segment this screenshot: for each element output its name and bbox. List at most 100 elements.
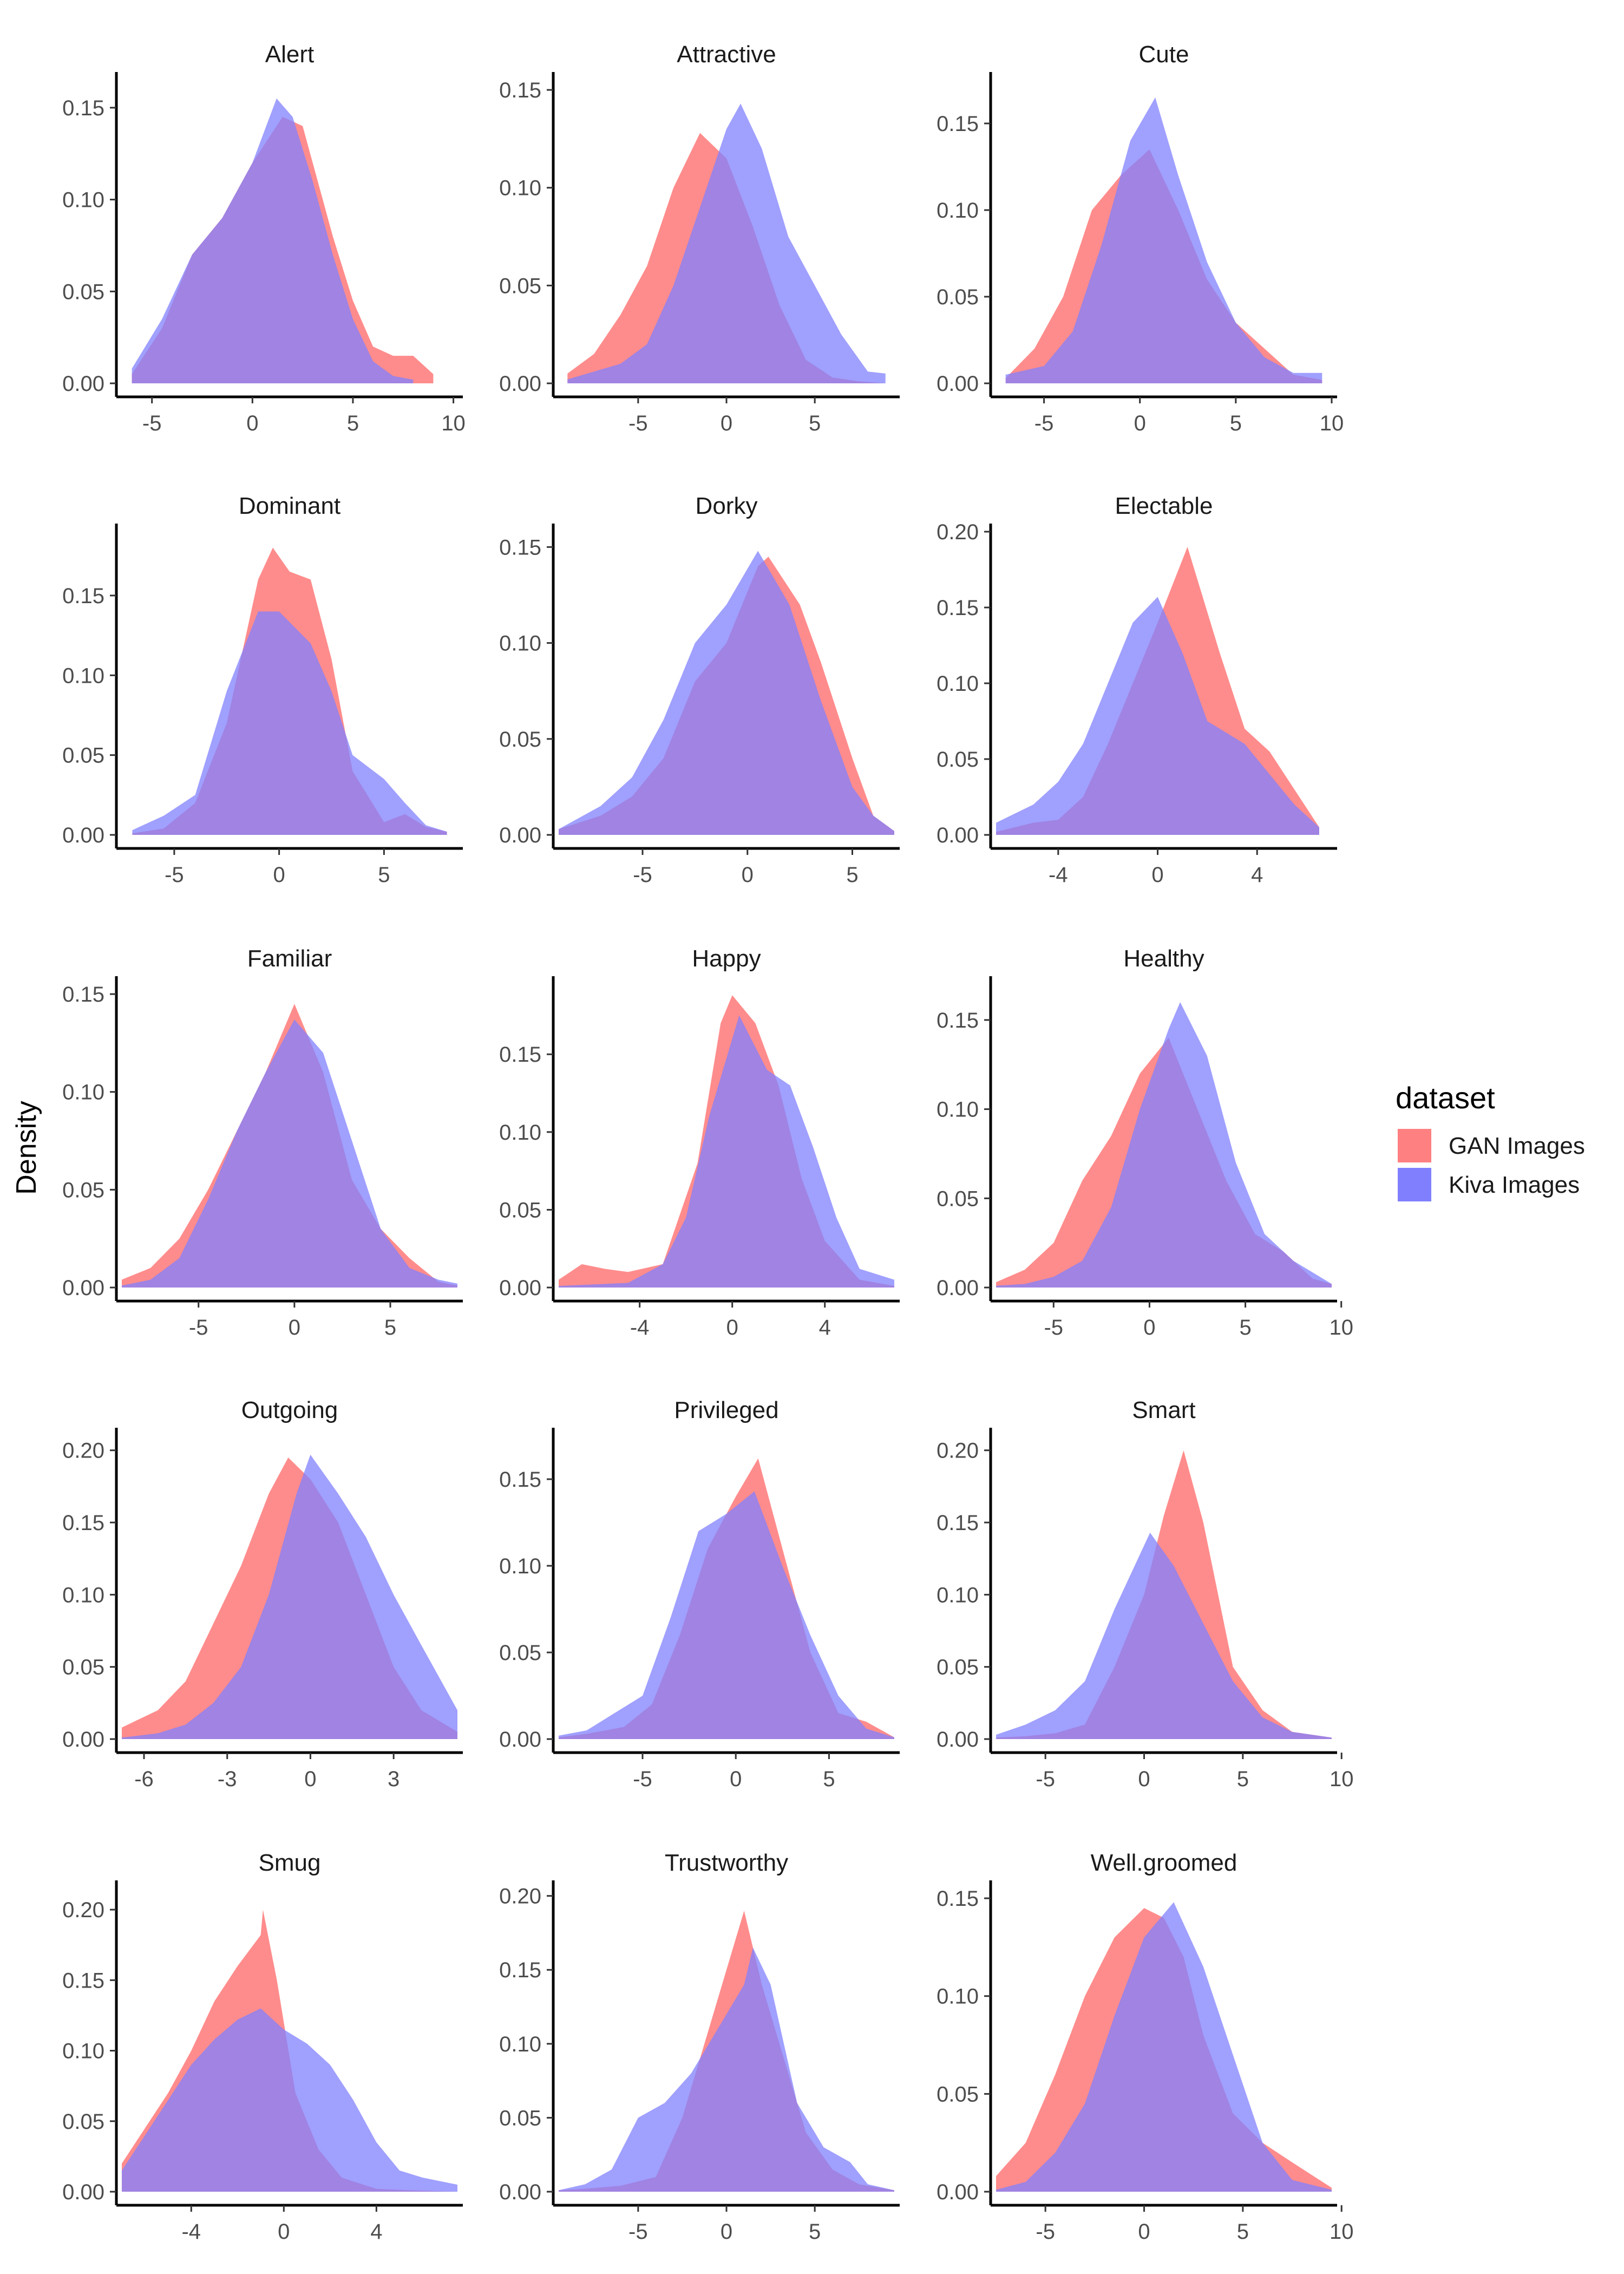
x-tick-label-happy: 0 <box>726 1316 738 1339</box>
y-tick-label-healthy: 0.05 <box>937 1187 979 1211</box>
x-tick-label-trustworthy: -5 <box>628 2220 648 2244</box>
y-tick-label-familiar: 0.05 <box>62 1178 104 1202</box>
density-kiva-images-familiar <box>122 1020 457 1288</box>
panel-cute: Cute 0.00 0.05 0.10 0.15 -5 0 5 10 <box>937 41 1344 435</box>
legend-swatch-gan-images <box>1398 1129 1431 1162</box>
x-tick-label-smart: -5 <box>1036 1767 1055 1791</box>
x-tick-label-privileged: 5 <box>823 1767 835 1791</box>
x-tick-label-smart: 5 <box>1237 1767 1249 1791</box>
x-tick-label-dorky: -5 <box>633 863 652 887</box>
panel-title-familiar: Familiar <box>247 945 332 972</box>
x-tick-label-dorky: 5 <box>846 863 858 887</box>
x-tick-label-well-groomed: 5 <box>1237 2220 1249 2244</box>
x-tick-label-well-groomed: 0 <box>1138 2220 1150 2244</box>
y-tick-label-well-groomed: 0.00 <box>937 2180 979 2204</box>
x-tick-label-familiar: 0 <box>289 1316 300 1339</box>
x-tick-label-happy: -4 <box>630 1316 650 1339</box>
y-tick-label-dominant: 0.15 <box>62 584 104 608</box>
density-kiva-images-trustworthy <box>559 1948 894 2192</box>
y-tick-label-privileged: 0.15 <box>499 1468 541 1492</box>
y-tick-label-dorky: 0.00 <box>499 824 541 847</box>
y-tick-label-outgoing: 0.05 <box>62 1656 104 1680</box>
x-tick-label-attractive: 0 <box>721 411 732 435</box>
x-tick-label-outgoing: 0 <box>304 1767 316 1791</box>
density-kiva-images-dominant <box>132 611 447 835</box>
y-tick-label-smug: 0.10 <box>62 2040 104 2063</box>
panel-title-dorky: Dorky <box>696 493 758 519</box>
y-tick-label-cute: 0.05 <box>937 285 979 309</box>
y-tick-label-familiar: 0.00 <box>62 1276 104 1300</box>
panel-electable: Electable 0.00 0.05 0.10 0.15 0.20 -4 0 4 <box>937 493 1337 887</box>
y-tick-label-electable: 0.00 <box>937 824 979 847</box>
y-tick-label-well-groomed: 0.10 <box>937 1985 979 2009</box>
density-kiva-images-attractive <box>567 103 886 383</box>
y-tick-label-smart: 0.15 <box>937 1511 979 1535</box>
y-tick-label-outgoing: 0.00 <box>62 1728 104 1752</box>
x-tick-label-alert: 5 <box>347 411 359 435</box>
y-tick-label-smug: 0.05 <box>62 2110 104 2134</box>
x-tick-label-well-groomed: -5 <box>1036 2220 1055 2244</box>
y-tick-label-alert: 0.00 <box>62 372 104 396</box>
x-tick-label-dominant: 0 <box>273 863 285 887</box>
x-tick-label-alert: 10 <box>441 411 466 435</box>
x-tick-label-trustworthy: 5 <box>809 2220 821 2244</box>
x-tick-label-smart: 0 <box>1138 1767 1150 1791</box>
panel-well-groomed: Well.groomed 0.00 0.05 0.10 0.15 -5 0 5 10 <box>937 1850 1353 2244</box>
y-tick-label-happy: 0.10 <box>499 1121 541 1145</box>
y-tick-label-healthy: 0.15 <box>937 1009 979 1033</box>
y-tick-label-dominant: 0.00 <box>62 824 104 847</box>
y-tick-label-electable: 0.10 <box>937 672 979 696</box>
facet-panels: Alert 0.00 0.05 0.10 0.15 -5 0 5 10 Attractive 0.0… <box>62 41 1353 2244</box>
panel-title-smart: Smart <box>1132 1397 1195 1423</box>
panel-trustworthy: Trustworthy 0.00 0.05 0.10 0.15 0.20 -5 0 5 <box>499 1850 900 2244</box>
y-tick-label-happy: 0.05 <box>499 1198 541 1222</box>
density-kiva-images-smart <box>996 1532 1332 1739</box>
panel-title-privileged: Privileged <box>674 1397 778 1423</box>
legend-title: dataset <box>1396 1081 1495 1115</box>
x-tick-label-dominant: -5 <box>165 863 184 887</box>
legend-label-gan-images: GAN Images <box>1449 1133 1585 1159</box>
panel-familiar: Familiar 0.00 0.05 0.10 0.15 -5 0 5 <box>62 945 463 1339</box>
panel-outgoing: Outgoing 0.00 0.05 0.10 0.15 0.20 -6 -3 0 3 <box>62 1397 463 1791</box>
x-tick-label-cute: -5 <box>1034 411 1054 435</box>
y-tick-label-alert: 0.10 <box>62 188 104 212</box>
x-tick-label-healthy: 0 <box>1143 1316 1155 1339</box>
x-tick-label-outgoing: 3 <box>388 1767 400 1791</box>
panel-privileged: Privileged 0.00 0.05 0.10 0.15 -5 0 5 <box>499 1397 900 1791</box>
y-tick-label-smug: 0.15 <box>62 1969 104 1992</box>
x-tick-label-attractive: -5 <box>628 411 648 435</box>
y-tick-label-well-groomed: 0.15 <box>937 1887 979 1911</box>
y-tick-label-electable: 0.15 <box>937 596 979 620</box>
y-tick-label-trustworthy: 0.20 <box>499 1885 541 1909</box>
panel-title-trustworthy: Trustworthy <box>665 1850 788 1876</box>
y-tick-label-smart: 0.05 <box>937 1656 979 1680</box>
y-tick-label-attractive: 0.00 <box>499 372 541 396</box>
y-tick-label-alert: 0.05 <box>62 280 104 304</box>
density-kiva-images-dorky <box>559 551 894 835</box>
panel-healthy: Healthy 0.00 0.05 0.10 0.15 -5 0 5 10 <box>937 945 1353 1339</box>
panel-dominant: Dominant 0.00 0.05 0.10 0.15 -5 0 5 <box>62 493 463 887</box>
y-tick-label-trustworthy: 0.10 <box>499 2033 541 2056</box>
y-tick-label-dorky: 0.15 <box>499 535 541 559</box>
y-tick-label-attractive: 0.15 <box>499 79 541 102</box>
x-tick-label-outgoing: -6 <box>134 1767 154 1791</box>
y-tick-label-healthy: 0.00 <box>937 1276 979 1300</box>
x-tick-label-cute: 10 <box>1320 411 1344 435</box>
y-tick-label-dorky: 0.10 <box>499 632 541 656</box>
legend-swatch-kiva-images <box>1398 1168 1431 1201</box>
x-tick-label-outgoing: -3 <box>218 1767 237 1791</box>
y-tick-label-happy: 0.15 <box>499 1043 541 1067</box>
legend-label-kiva-images: Kiva Images <box>1449 1172 1580 1198</box>
panel-title-cute: Cute <box>1139 41 1189 68</box>
panel-title-electable: Electable <box>1115 493 1213 519</box>
y-tick-label-trustworthy: 0.00 <box>499 2180 541 2204</box>
x-tick-label-cute: 5 <box>1230 411 1242 435</box>
y-tick-label-smart: 0.20 <box>937 1439 979 1463</box>
y-tick-label-happy: 0.00 <box>499 1276 541 1300</box>
y-tick-label-attractive: 0.05 <box>499 274 541 298</box>
x-tick-label-privileged: 0 <box>730 1767 742 1791</box>
density-kiva-images-cute <box>1005 97 1322 383</box>
y-tick-label-dominant: 0.10 <box>62 664 104 688</box>
panel-title-well-groomed: Well.groomed <box>1091 1850 1237 1876</box>
y-tick-label-cute: 0.15 <box>937 112 979 136</box>
